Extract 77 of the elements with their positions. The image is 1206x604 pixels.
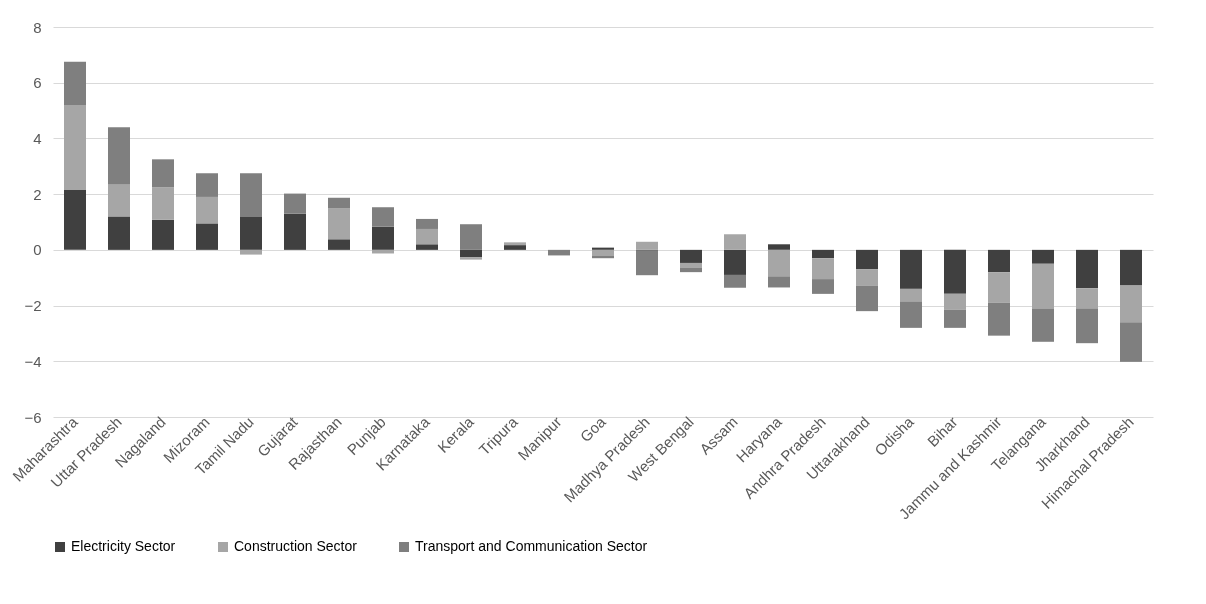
bar bbox=[284, 213, 306, 250]
bar bbox=[328, 239, 350, 250]
y-tick-label: −4 bbox=[24, 352, 42, 370]
bar bbox=[460, 224, 482, 250]
bar bbox=[1120, 322, 1142, 362]
bar bbox=[196, 223, 218, 250]
bar bbox=[460, 249, 482, 258]
bar bbox=[372, 226, 394, 250]
bar bbox=[108, 216, 130, 250]
bar bbox=[64, 61, 86, 105]
bar bbox=[944, 309, 966, 328]
bar bbox=[1032, 308, 1054, 342]
bar bbox=[328, 208, 350, 240]
bar bbox=[1076, 249, 1098, 289]
bar bbox=[240, 216, 262, 250]
bar bbox=[768, 276, 790, 288]
bar bbox=[1076, 288, 1098, 309]
y-tick-label: 8 bbox=[33, 18, 42, 36]
bar bbox=[416, 244, 438, 250]
bar bbox=[196, 196, 218, 224]
bar bbox=[592, 247, 614, 250]
bar bbox=[240, 249, 262, 255]
bar bbox=[724, 234, 746, 250]
bar bbox=[768, 244, 790, 250]
y-tick-label: 2 bbox=[33, 185, 42, 203]
bar bbox=[152, 159, 174, 188]
bar bbox=[900, 249, 922, 289]
bar bbox=[504, 242, 526, 246]
bar bbox=[856, 269, 878, 286]
bar bbox=[592, 255, 614, 259]
bar bbox=[1032, 263, 1054, 309]
bar bbox=[108, 127, 130, 185]
bar bbox=[944, 249, 966, 294]
y-tick-label: 0 bbox=[33, 241, 42, 259]
bar bbox=[152, 187, 174, 220]
bar bbox=[372, 207, 394, 227]
bar bbox=[284, 193, 306, 214]
bar bbox=[1032, 249, 1054, 264]
bar bbox=[636, 241, 658, 250]
bar bbox=[1076, 308, 1098, 344]
bar bbox=[152, 219, 174, 250]
legend-label: Transport and Communication Sector bbox=[415, 538, 648, 554]
bar bbox=[724, 274, 746, 288]
bar bbox=[196, 173, 218, 197]
bar bbox=[240, 173, 262, 217]
bar bbox=[856, 249, 878, 270]
bar bbox=[812, 249, 834, 259]
bar bbox=[988, 272, 1010, 303]
bar bbox=[724, 249, 746, 275]
y-tick-label: 4 bbox=[33, 129, 42, 147]
bar bbox=[812, 279, 834, 294]
bar bbox=[988, 302, 1010, 336]
y-tick-label: 6 bbox=[33, 74, 42, 92]
bar bbox=[856, 285, 878, 312]
y-tick-label: −2 bbox=[24, 297, 42, 315]
bar bbox=[680, 249, 702, 263]
bar bbox=[900, 301, 922, 328]
bar bbox=[504, 245, 526, 250]
bar bbox=[108, 184, 130, 217]
bar bbox=[768, 249, 790, 277]
bar bbox=[988, 249, 1010, 273]
bar bbox=[1120, 249, 1142, 286]
bar bbox=[1120, 285, 1142, 323]
bar bbox=[900, 288, 922, 302]
bar bbox=[944, 293, 966, 310]
bar bbox=[680, 267, 702, 273]
bar bbox=[680, 262, 702, 268]
bar bbox=[812, 258, 834, 280]
bar bbox=[64, 189, 86, 250]
legend-label: Electricity Sector bbox=[71, 538, 176, 554]
bar bbox=[64, 105, 86, 190]
legend-label: Construction Sector bbox=[234, 538, 358, 554]
bar bbox=[636, 250, 658, 276]
bar bbox=[416, 228, 438, 245]
bar bbox=[416, 218, 438, 229]
bar bbox=[460, 257, 482, 260]
bar bbox=[328, 197, 350, 209]
